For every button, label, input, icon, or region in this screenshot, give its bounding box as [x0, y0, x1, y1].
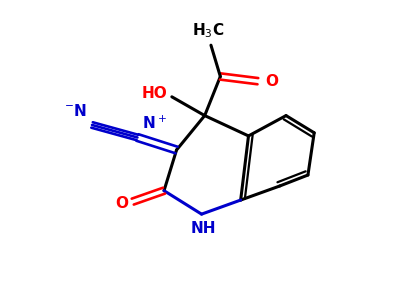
Text: H$_3$C: H$_3$C	[192, 21, 224, 40]
Text: $^{-}$N: $^{-}$N	[64, 103, 87, 119]
Text: N$^+$: N$^+$	[142, 115, 167, 132]
Text: O: O	[265, 74, 278, 89]
Text: HO: HO	[141, 86, 167, 101]
Text: O: O	[115, 196, 128, 211]
Text: NH: NH	[190, 221, 216, 236]
